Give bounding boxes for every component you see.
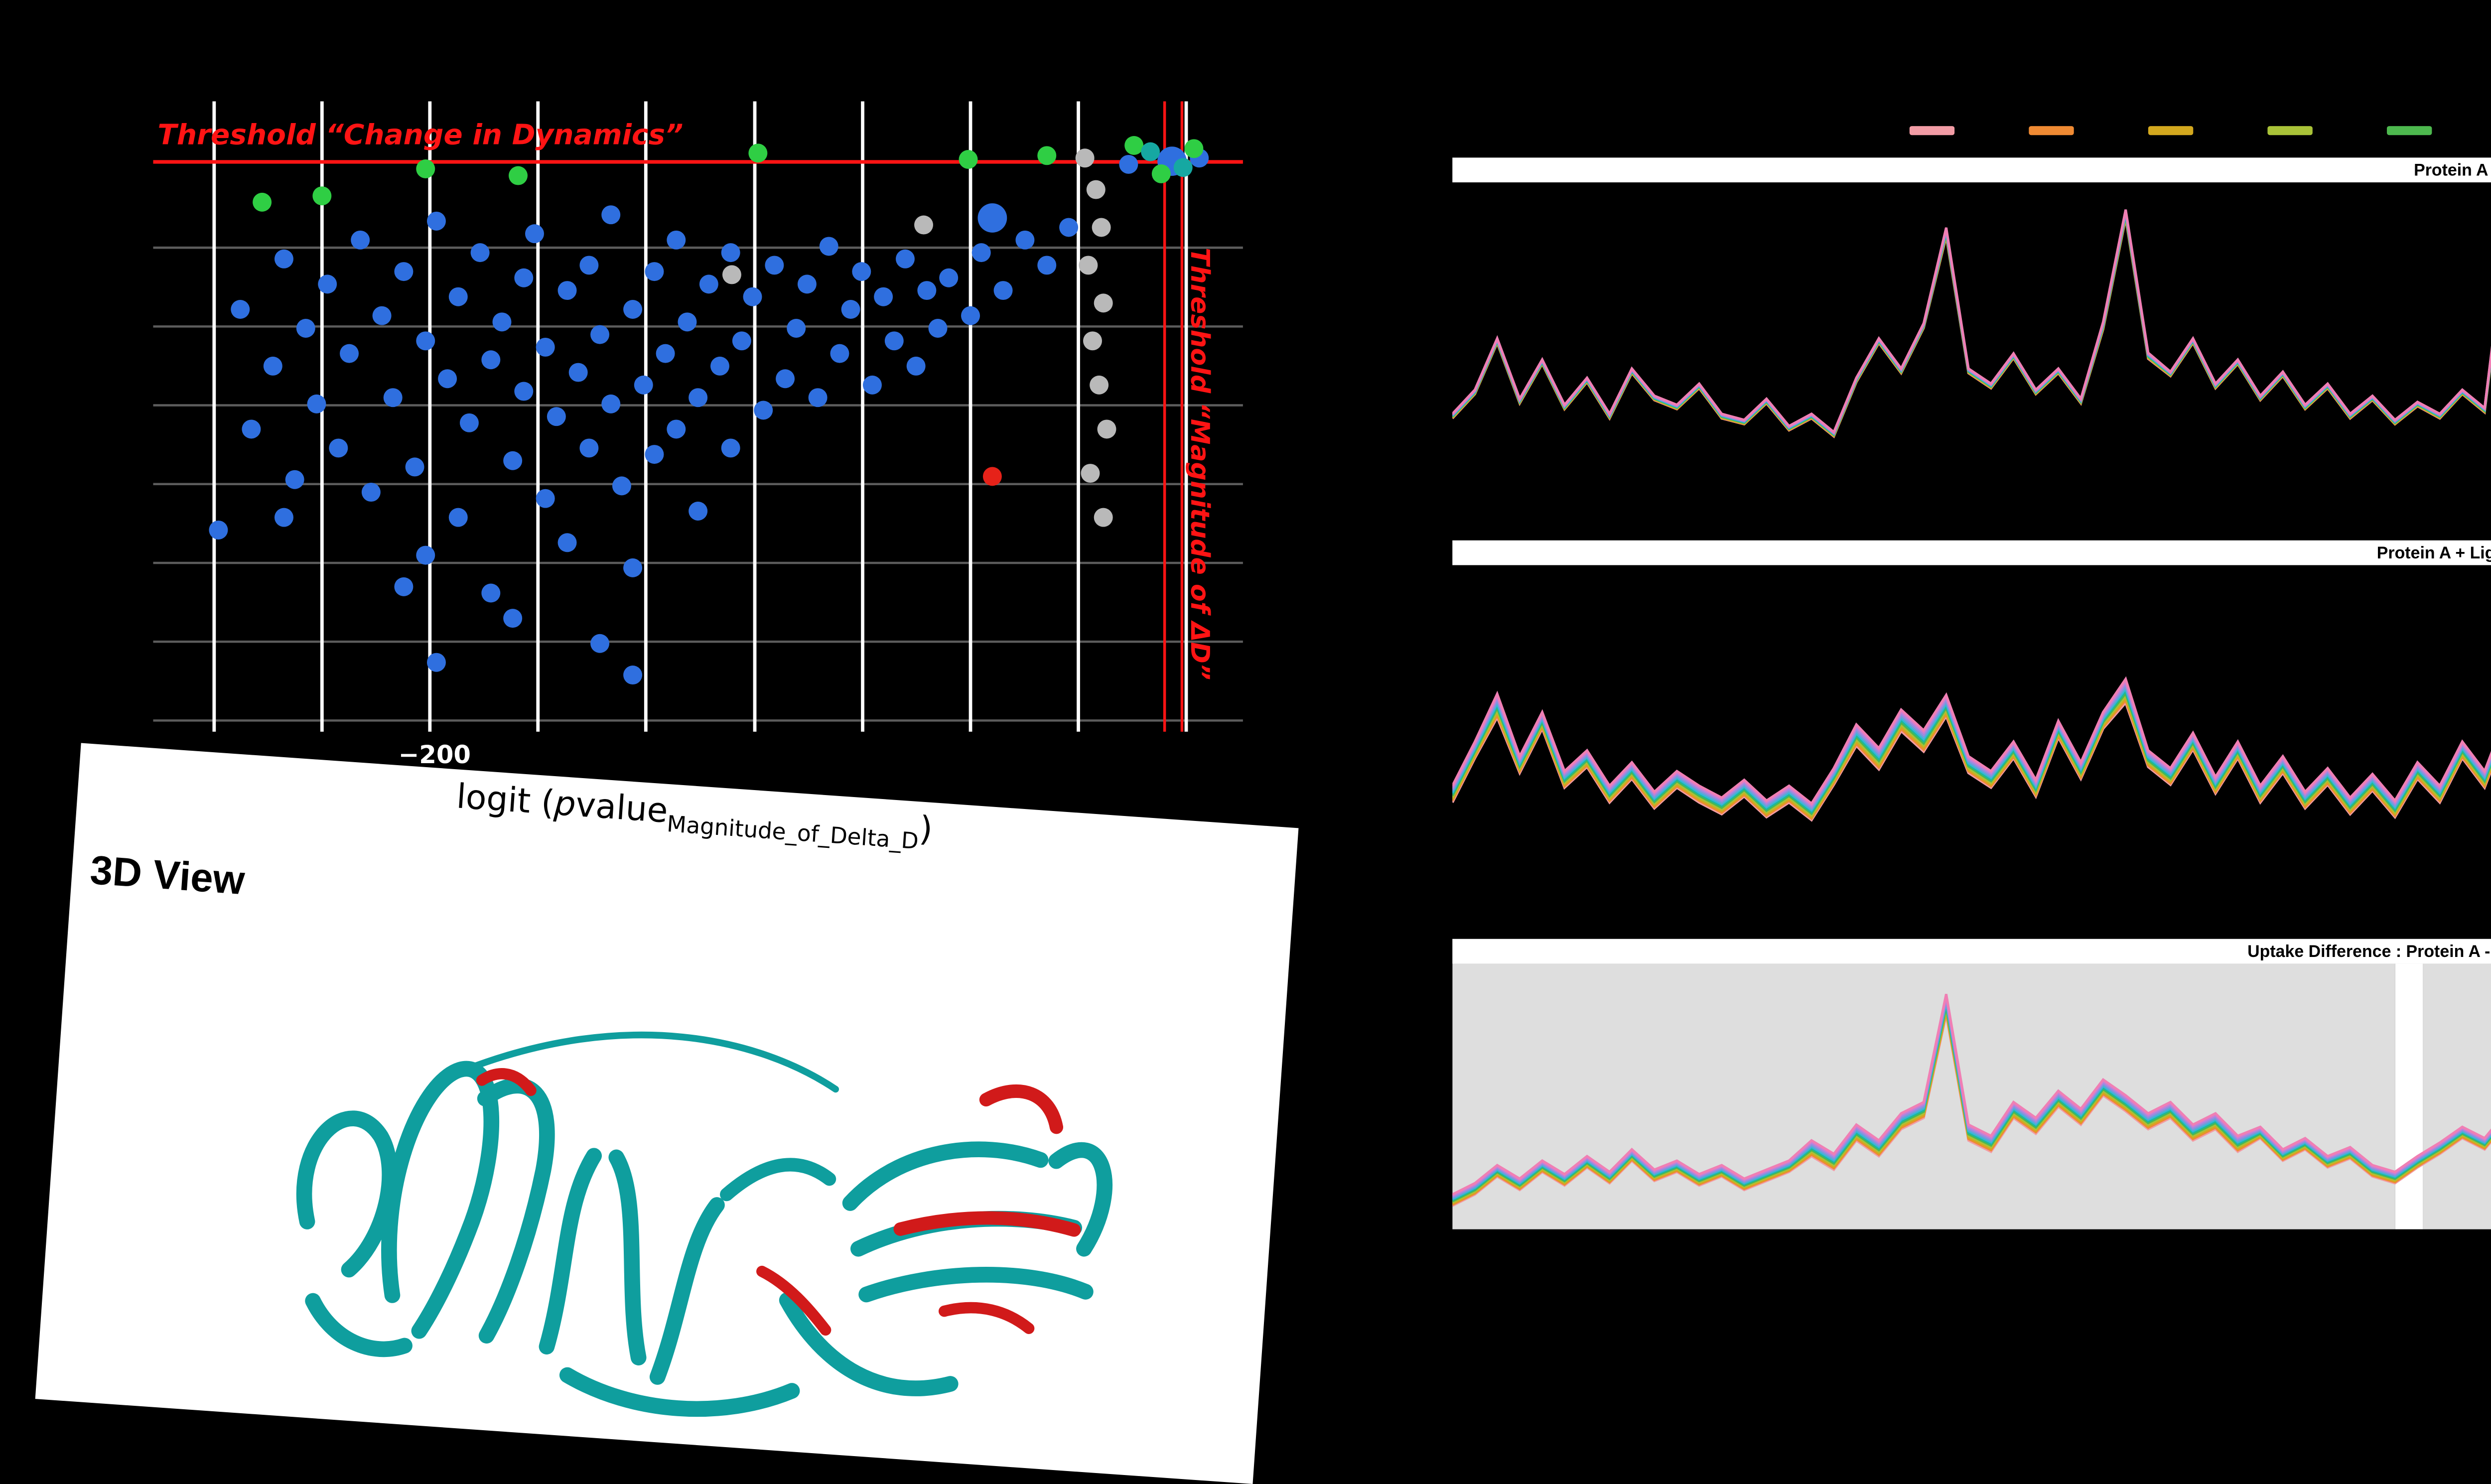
panel-title-bar: Protein A [1452,157,2491,183]
uptake-chart-protein-a[interactable] [1452,182,2491,525]
ribbon-strand [608,1149,647,1365]
legend-swatch [2267,126,2313,134]
volcano-x-axis-label: logit (pvalueMagnitude_of_Delta_D) [455,776,934,857]
hdx-dashboard: Threshold “Change in Dynamics” Threshold… [35,101,2491,1484]
axis-label-prefix: logit ( [455,776,556,823]
threshold-dynamics-label: Threshold “Change in Dynamics” [157,117,684,151]
ribbon-highlight-red [893,1211,1081,1237]
panel-title-bar: Protein A + Ligand [1452,540,2491,565]
ribbon-strand [1048,1142,1112,1257]
legend-swatch [2148,126,2194,134]
ribbon-highlight-red [979,1084,1064,1134]
legend-swatch [2386,126,2432,134]
protein-ribbon-viewer[interactable] [172,944,1146,1448]
uptake-difference-chart[interactable] [1452,963,2491,1229]
volcano-scatter-plot[interactable] [153,101,1243,732]
ribbon-strand [720,1158,836,1202]
ribbon-strand [381,1061,499,1339]
timepoint-legend [1909,126,2491,134]
axis-label-subscript: Magnitude_of_Delta_D [666,813,920,856]
3d-view-title: 3D View [88,847,247,904]
panel-title-protein-a: Protein A [2414,159,2489,180]
uptake-chart-protein-a-ligand[interactable] [1452,565,2491,900]
ribbon-strand [305,1293,413,1357]
legend-swatch [1909,126,1955,134]
ribbon-strand [539,1148,602,1355]
3d-view-panel: logit (pvalueMagnitude_of_Delta_D) 3D Vi… [35,743,1299,1484]
ribbon-strand [559,1367,800,1417]
panel-title-bar: Uptake Difference : Protein A - (Protein… [1452,939,2491,964]
volcano-x-tick-label: −200 [398,741,471,770]
ribbon-highlight-red [938,1302,1035,1334]
axis-label-p: p [553,783,577,825]
axis-label-value: value [574,784,670,831]
panel-title-protein-a-ligand: Protein A + Ligand [2376,542,2491,563]
ribbon-strand [858,1267,1094,1303]
ribbon-strand [296,1110,398,1278]
axis-label-suffix: ) [918,808,934,850]
ribbon-highlight-red [756,1265,831,1336]
ribbon-highlight-red [476,1068,537,1096]
legend-swatch [2029,126,2074,134]
ribbon-strand [649,1197,725,1385]
threshold-magnitude-label: Threshold “Magnitude of ΔD” [1184,248,1216,680]
ribbon-strand [842,1141,1049,1211]
panel-title-uptake-difference: Uptake Difference : Protein A - (Protein… [2247,941,2491,961]
ribbon-loop [461,1031,839,1093]
